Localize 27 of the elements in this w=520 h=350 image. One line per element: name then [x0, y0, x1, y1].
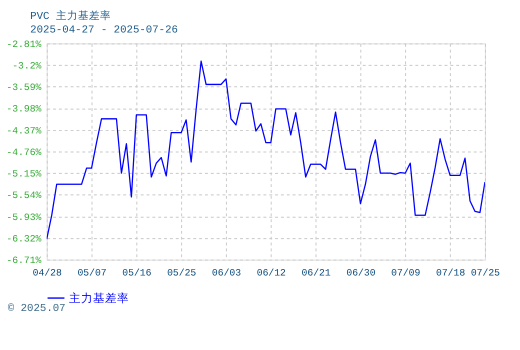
x-tick-label: 05/16 — [122, 268, 152, 279]
y-tick-label: -2.81% — [6, 38, 42, 50]
y-tick-label: -5.54% — [6, 190, 42, 202]
y-tick-label: -5.15% — [6, 168, 42, 180]
y-tick-label: -6.32% — [6, 233, 42, 244]
x-tick-label: 07/09 — [391, 268, 420, 279]
x-tick-label: 04/28 — [32, 268, 62, 279]
x-tick-label: 06/03 — [212, 268, 242, 279]
y-tick-label: -4.37% — [6, 125, 42, 136]
y-tick-label: -4.76% — [6, 146, 42, 158]
chart-title: PVC 主力基差率 — [30, 9, 111, 24]
y-tick-label: -5.93% — [6, 212, 42, 223]
x-tick-label: 06/21 — [302, 268, 331, 279]
legend-label: 主力基差率 — [69, 290, 130, 306]
y-tick-label: -3.2% — [12, 60, 42, 72]
line-series — [46, 60, 485, 240]
y-tick-label: -3.59% — [6, 82, 42, 94]
x-tick-label: 05/25 — [167, 268, 196, 279]
text: © 2025.07 — [8, 303, 66, 316]
x-tick-label: 07/25 — [470, 268, 500, 279]
x-tick-label: 07/18 — [436, 268, 466, 279]
chart-subtitle: 2025-04-27 - 2025-07-26 — [30, 24, 178, 37]
x-tick-label: 05/07 — [77, 268, 107, 279]
x-tick-label: 06/12 — [256, 268, 286, 279]
y-tick-label: -6.71% — [6, 255, 42, 266]
x-tick-label: 06/30 — [346, 268, 376, 279]
y-tick-label: -3.98% — [6, 104, 42, 115]
